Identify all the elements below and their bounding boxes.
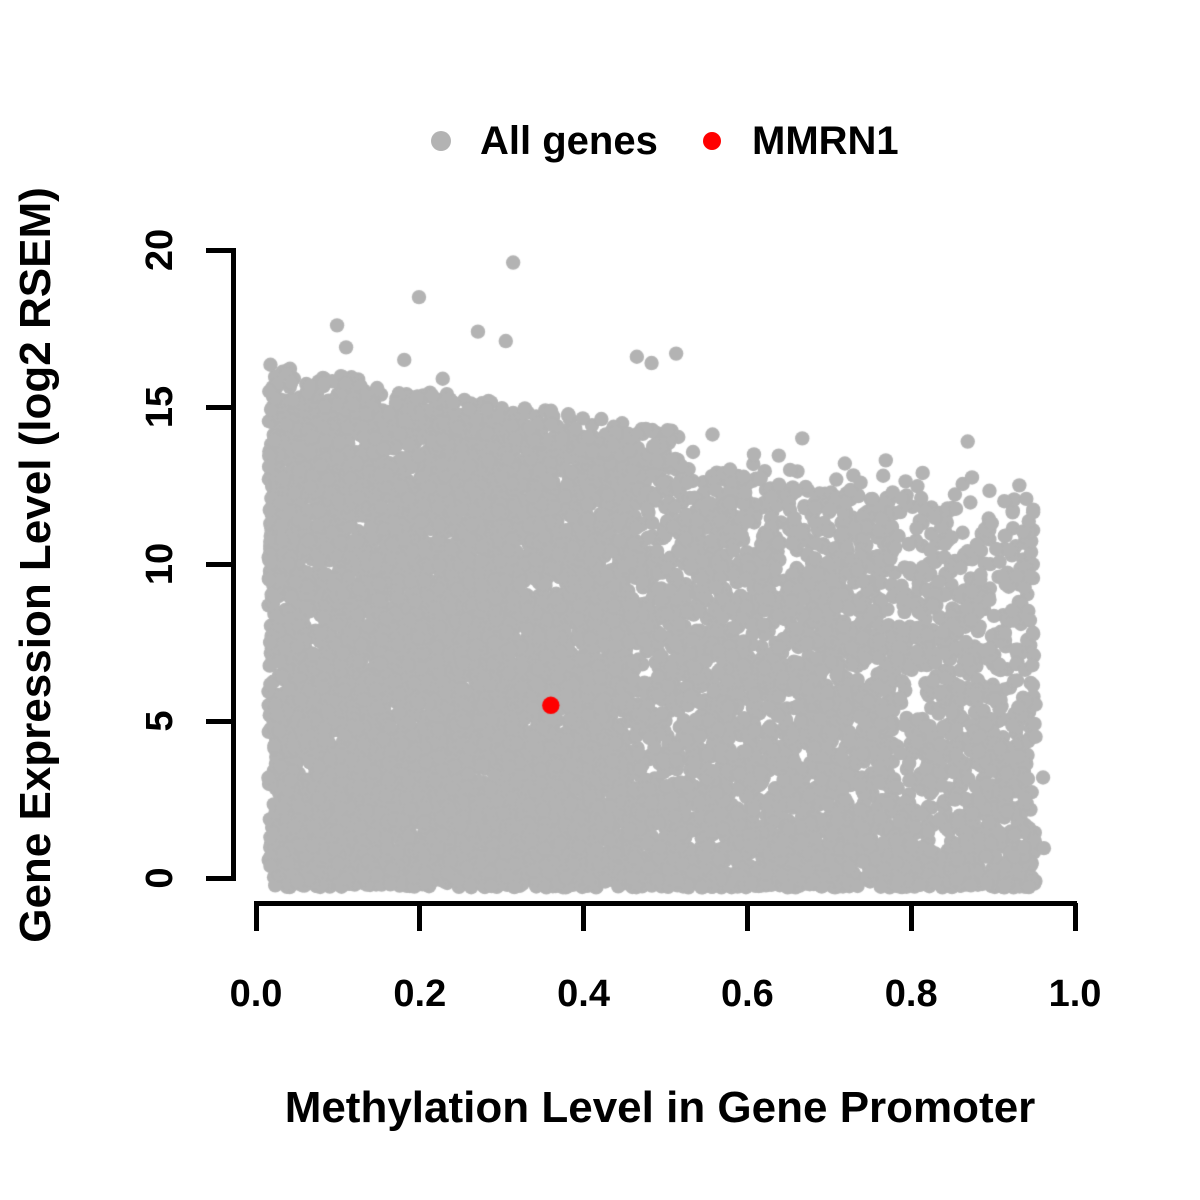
y-tick-label-5: 5 (139, 710, 181, 732)
x-tick-0.4 (581, 903, 587, 931)
y-axis-title: Gene Expression Level (log2 RSEM) (11, 187, 60, 943)
y-tick-5 (206, 718, 232, 724)
legend: All genes MMRN1 (0, 0, 1200, 180)
x-tick-1.0 (1072, 903, 1078, 931)
scatter-canvas (230, 230, 1090, 910)
y-tick-10 (206, 561, 232, 567)
y-tick-label-0: 0 (139, 867, 181, 889)
y-tick-label-15: 15 (139, 385, 181, 429)
y-tick-label-20: 20 (139, 228, 181, 272)
y-tick-20 (206, 247, 232, 253)
x-tick-0.8 (908, 903, 914, 931)
y-tick-0 (206, 875, 232, 881)
x-axis-line (254, 901, 1077, 906)
y-tick-label-10: 10 (139, 542, 181, 586)
y-axis-line (231, 248, 236, 881)
x-tick-label-0.0: 0.0 (229, 973, 283, 1015)
x-tick-0.6 (744, 903, 750, 931)
x-tick-label-1.0: 1.0 (1048, 973, 1102, 1015)
x-tick-0.2 (417, 903, 423, 931)
x-tick-label-0.6: 0.6 (720, 973, 774, 1015)
x-tick-label-0.2: 0.2 (393, 973, 447, 1015)
x-axis-title: Methylation Level in Gene Promoter (284, 1083, 1036, 1132)
y-tick-15 (206, 404, 232, 410)
x-tick-0.0 (253, 903, 259, 931)
legend-marker-all-genes-icon (431, 131, 451, 151)
legend-label-all-genes: All genes (480, 119, 658, 163)
legend-label-mmrn1: MMRN1 (752, 119, 899, 163)
x-tick-label-0.4: 0.4 (557, 973, 610, 1015)
legend-marker-mmrn1-icon (703, 132, 721, 150)
x-tick-label-0.8: 0.8 (884, 973, 938, 1015)
